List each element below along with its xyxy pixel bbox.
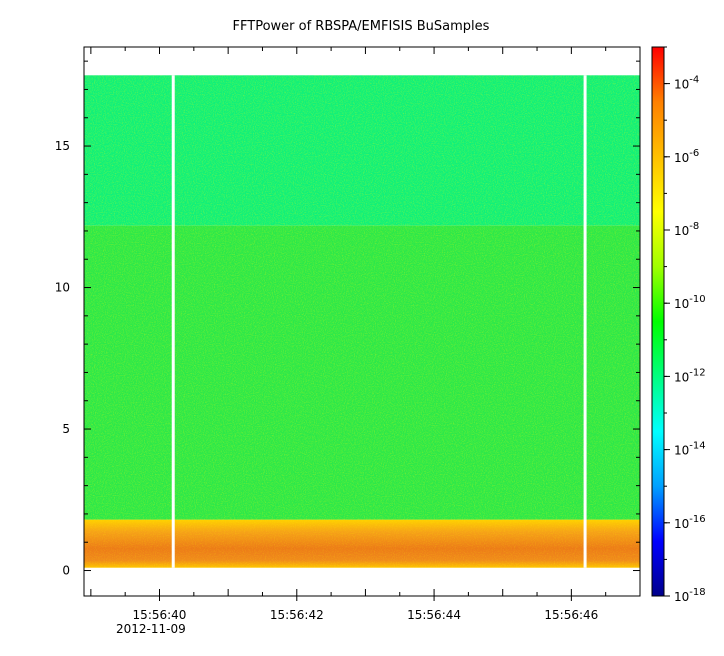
x-axis-date-label: 2012-11-09 [116, 622, 186, 636]
colorbar-tick-label: 10-4 [674, 75, 699, 92]
data-gaps [171, 75, 587, 568]
x-tick-label: 15:56:44 [407, 608, 461, 622]
plot-area [84, 75, 640, 568]
colorbar-tick-label: 10-18 [674, 587, 706, 604]
colorbar-tick-label: 10-8 [674, 221, 699, 238]
colorbar-tick-label: 10-10 [674, 294, 706, 311]
y-tick-label: 10 [55, 281, 70, 295]
x-tick-label: 15:56:40 [133, 608, 187, 622]
colorbar-tick-label: 10-12 [674, 367, 706, 384]
y-tick-label: 15 [55, 139, 70, 153]
x-tick-label: 15:56:46 [544, 608, 598, 622]
spectrogram-band-texture [84, 225, 640, 520]
data-gap-strip [171, 75, 175, 568]
y-axis: 0 5 10 15 [55, 60, 640, 578]
spectrogram-band-texture [84, 519, 640, 568]
x-axis: 15:56:40 15:56:42 15:56:44 15:56:46 [90, 47, 641, 622]
chart-title: FFTPower of RBSPA/EMFISIS BuSamples [233, 19, 490, 34]
colorbar: 10-4 10-6 10-8 10-10 10-12 10-14 10-16 10-18 [651, 46, 706, 604]
colorbar-gradient [651, 46, 665, 597]
colorbar-tick-label: 10-14 [674, 441, 706, 458]
data-gap-strip [583, 75, 587, 568]
spectrogram-band-texture [84, 75, 640, 226]
x-tick-label: 15:56:42 [270, 608, 324, 622]
plot-frame [83, 46, 641, 597]
colorbar-tick-label: 10-16 [674, 514, 706, 531]
y-tick-label: 5 [62, 422, 70, 436]
y-tick-label: 0 [62, 564, 70, 578]
colorbar-tick-label: 10-6 [674, 148, 699, 165]
